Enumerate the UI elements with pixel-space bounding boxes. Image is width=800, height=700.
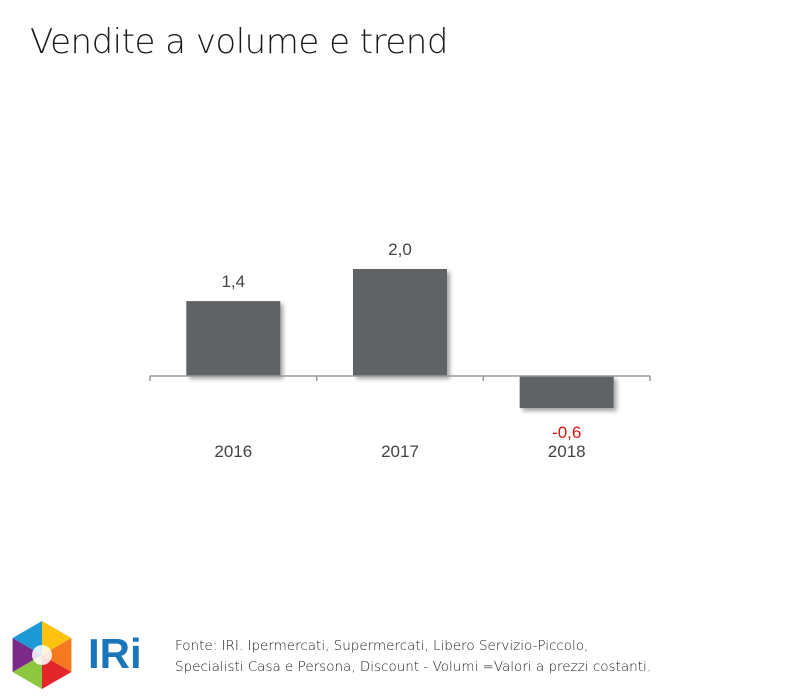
iri-logo: IRi [12,621,142,689]
logo-facet [12,655,42,689]
category-label-2016: 2016 [214,442,252,461]
logo-facet [42,638,72,672]
data-label-2016: 1,4 [221,272,245,291]
logo-wordmark: IRi [88,630,142,677]
chart-title: Vendite a volume e trend [30,22,448,62]
logo-facet [42,655,72,689]
data-label-2018: -0,6 [552,423,581,442]
bar-2018 [519,376,614,409]
source-line-1: Fonte: IRI. Ipermercati, Supermercati, L… [175,638,589,654]
data-label-2017: 2,0 [388,240,412,259]
logo-center [32,645,52,665]
logo-facet [12,621,42,655]
category-label-2018: 2018 [548,442,586,461]
logo-facet [12,638,42,672]
logo-cube-icon [12,621,72,689]
bar-2016 [186,301,281,376]
source-note: Fonte: IRI. Ipermercati, Supermercati, L… [175,636,651,678]
logo-facet [42,621,72,655]
source-line-2: Specialisti Casa e Persona, Discount - V… [175,659,651,675]
category-label-2017: 2017 [381,442,419,461]
bar-2017 [353,269,447,376]
